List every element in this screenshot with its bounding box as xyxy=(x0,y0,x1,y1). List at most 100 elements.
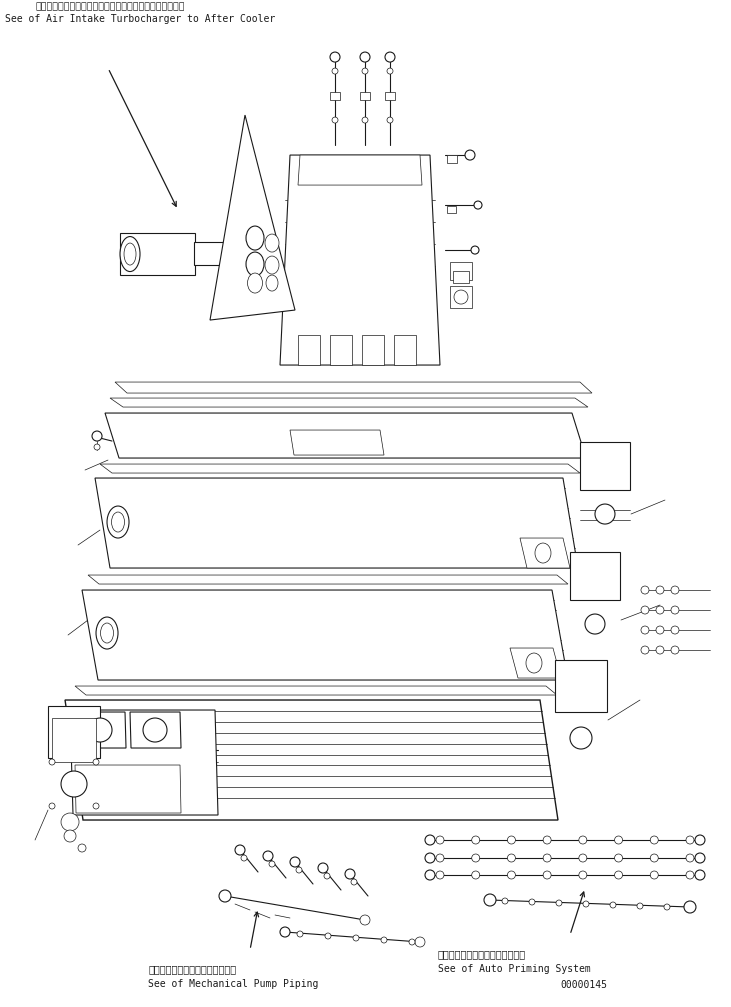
Text: オートプライミングシステム参照: オートプライミングシステム参照 xyxy=(438,949,526,959)
Polygon shape xyxy=(75,686,557,695)
Ellipse shape xyxy=(61,771,87,797)
Circle shape xyxy=(280,927,290,937)
Circle shape xyxy=(465,150,475,160)
Circle shape xyxy=(92,431,102,441)
Circle shape xyxy=(360,52,370,62)
Bar xyxy=(447,155,457,163)
Polygon shape xyxy=(82,590,568,680)
Ellipse shape xyxy=(143,718,167,742)
Ellipse shape xyxy=(526,653,542,673)
Circle shape xyxy=(387,68,393,75)
Circle shape xyxy=(425,835,435,845)
Circle shape xyxy=(684,901,696,913)
Circle shape xyxy=(641,646,649,654)
Bar xyxy=(450,286,472,308)
Bar xyxy=(580,442,630,490)
Circle shape xyxy=(324,873,330,879)
Circle shape xyxy=(409,939,415,945)
Circle shape xyxy=(241,855,247,861)
Circle shape xyxy=(235,845,245,855)
Polygon shape xyxy=(330,335,352,366)
Bar xyxy=(555,660,607,712)
Bar xyxy=(453,271,469,283)
Bar xyxy=(385,92,395,100)
Polygon shape xyxy=(510,649,561,678)
Circle shape xyxy=(471,836,480,844)
Polygon shape xyxy=(210,115,295,320)
Circle shape xyxy=(671,606,679,614)
Circle shape xyxy=(615,836,623,844)
Circle shape xyxy=(93,759,99,765)
Ellipse shape xyxy=(248,273,262,293)
Circle shape xyxy=(615,871,623,879)
Circle shape xyxy=(360,915,370,925)
Circle shape xyxy=(325,933,331,939)
Text: エアーインテークターボチャージャからアフタクーラ参照: エアーインテークターボチャージャからアフタクーラ参照 xyxy=(35,2,184,11)
Ellipse shape xyxy=(88,718,112,742)
Circle shape xyxy=(579,854,587,862)
Ellipse shape xyxy=(96,617,118,650)
Circle shape xyxy=(507,836,515,844)
Circle shape xyxy=(425,870,435,880)
Circle shape xyxy=(330,52,340,62)
Circle shape xyxy=(656,606,664,614)
Polygon shape xyxy=(394,335,416,366)
Circle shape xyxy=(471,871,480,879)
Ellipse shape xyxy=(124,243,136,265)
Circle shape xyxy=(556,900,562,906)
Polygon shape xyxy=(105,413,586,458)
Circle shape xyxy=(610,902,616,908)
Polygon shape xyxy=(115,382,592,393)
Circle shape xyxy=(471,246,479,254)
Circle shape xyxy=(219,890,231,902)
Circle shape xyxy=(543,854,551,862)
Ellipse shape xyxy=(595,505,615,524)
Circle shape xyxy=(454,290,468,304)
Circle shape xyxy=(387,117,393,123)
Circle shape xyxy=(507,871,515,879)
Text: 00000145: 00000145 xyxy=(560,980,607,990)
Circle shape xyxy=(664,904,670,910)
Circle shape xyxy=(637,903,643,909)
Circle shape xyxy=(49,803,55,809)
Bar xyxy=(570,552,620,600)
Circle shape xyxy=(529,899,535,905)
Circle shape xyxy=(296,867,302,873)
Ellipse shape xyxy=(61,813,79,831)
Circle shape xyxy=(93,803,99,809)
Circle shape xyxy=(484,894,496,906)
Circle shape xyxy=(695,853,705,863)
Circle shape xyxy=(641,586,649,594)
Circle shape xyxy=(49,759,55,765)
Circle shape xyxy=(436,854,444,862)
Polygon shape xyxy=(75,765,181,813)
Circle shape xyxy=(671,626,679,634)
Ellipse shape xyxy=(585,614,605,634)
Circle shape xyxy=(656,626,664,634)
Polygon shape xyxy=(362,335,384,366)
Circle shape xyxy=(353,936,359,941)
Circle shape xyxy=(695,870,705,880)
Polygon shape xyxy=(100,464,580,473)
Circle shape xyxy=(671,586,679,594)
Polygon shape xyxy=(130,712,181,748)
Ellipse shape xyxy=(120,237,140,272)
Text: メカニカルポンプバイピング参照: メカニカルポンプバイピング参照 xyxy=(148,964,236,974)
Circle shape xyxy=(686,854,694,862)
Circle shape xyxy=(345,869,355,879)
Circle shape xyxy=(583,901,589,907)
Circle shape xyxy=(474,201,482,209)
Circle shape xyxy=(362,117,368,123)
Circle shape xyxy=(385,52,395,62)
Polygon shape xyxy=(298,155,422,185)
Circle shape xyxy=(507,854,515,862)
Bar xyxy=(360,92,370,100)
Ellipse shape xyxy=(570,727,592,749)
Circle shape xyxy=(543,871,551,879)
Circle shape xyxy=(651,836,658,844)
Text: See of Mechanical Pump Piping: See of Mechanical Pump Piping xyxy=(148,979,319,989)
Polygon shape xyxy=(75,712,126,748)
Circle shape xyxy=(615,854,623,862)
Circle shape xyxy=(332,68,338,75)
Circle shape xyxy=(656,646,664,654)
